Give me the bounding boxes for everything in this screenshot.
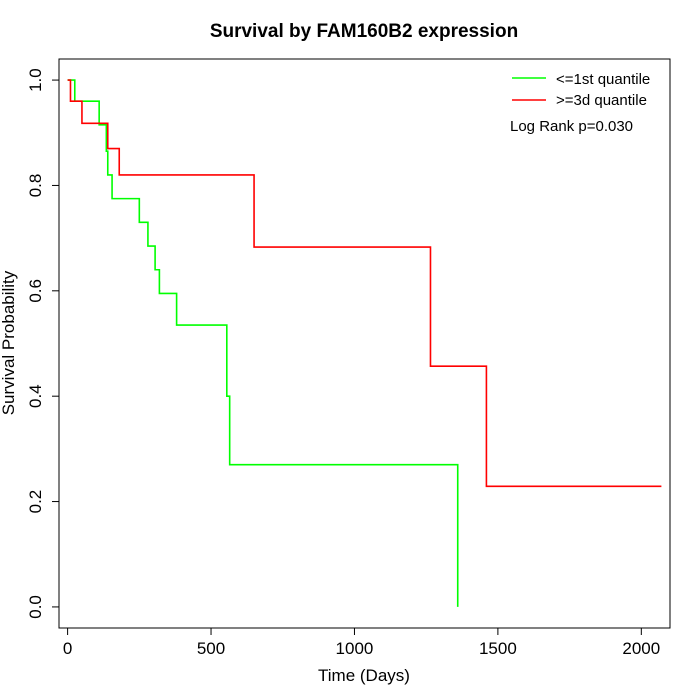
y-tick-label: 0.6 [26,279,45,303]
x-tick-label: 1500 [479,639,517,658]
x-axis: 0 500 1000 1500 2000 [63,627,660,658]
chart-title: Survival by FAM160B2 expression [210,21,518,42]
y-axis: 0.0 0.2 0.4 0.6 0.8 1.0 [26,68,60,619]
y-tick-label: 0.2 [26,490,45,514]
legend-label-high: >=3d quantile [556,92,647,109]
legend: <=1st quantile >=3d quantile [512,71,650,109]
survival-curve-high [67,79,662,488]
x-tick-label: 2000 [622,639,660,658]
y-tick-label: 1.0 [26,68,45,92]
x-tick-label: 0 [63,639,72,658]
plot-frame [58,58,671,629]
legend-label-low: <=1st quantile [556,71,650,88]
log-rank-annotation: Log Rank p=0.030 [510,118,633,135]
y-tick-label: 0.4 [26,384,45,408]
y-tick-label: 0.8 [26,174,45,198]
y-tick-label: 0.0 [26,595,45,619]
x-tick-label: 1000 [336,639,374,658]
survival-curve-low [67,79,459,607]
x-tick-label: 500 [197,639,225,658]
x-axis-label: Time (Days) [318,666,410,685]
y-axis-label: Survival Probability [0,270,18,415]
survival-curves [67,79,662,607]
